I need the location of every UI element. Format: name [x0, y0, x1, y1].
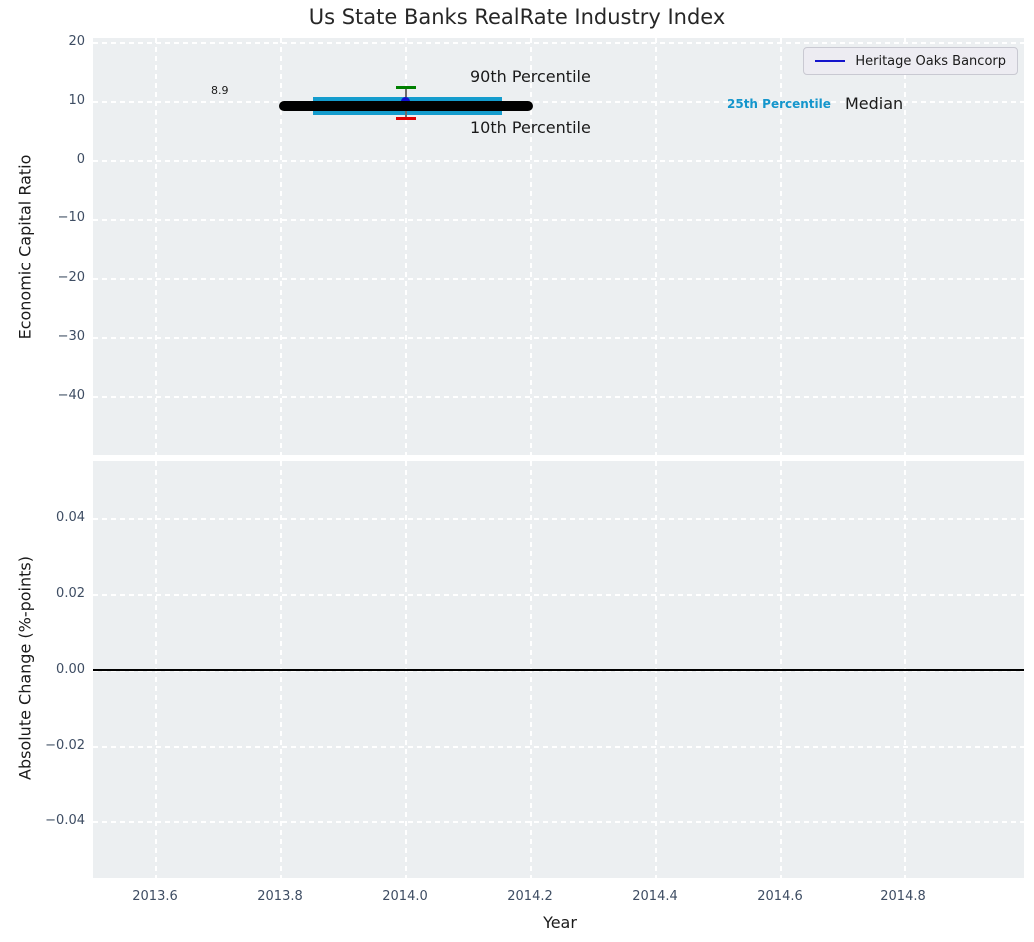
median-line — [279, 101, 533, 111]
ytick-bottom: 0.02 — [56, 586, 85, 601]
annotation-10th-percentile: 10th Percentile — [470, 118, 591, 137]
gridline — [93, 670, 1024, 672]
ytick-bottom: −0.02 — [45, 738, 85, 753]
ytick-top: 20 — [68, 34, 85, 49]
annotation-25th-percentile: 25th Percentile — [727, 97, 831, 111]
gridline — [93, 746, 1024, 748]
legend-box: Heritage Oaks Bancorp — [803, 47, 1018, 75]
ytick-bottom: 0.00 — [56, 662, 85, 677]
ytick-bottom: −0.04 — [45, 813, 85, 828]
gridline — [93, 101, 1024, 103]
xtick: 2014.0 — [382, 889, 428, 904]
gridline — [655, 38, 657, 455]
median-value-label: 8.9 — [211, 84, 229, 97]
gridline — [530, 38, 532, 455]
gridline — [93, 337, 1024, 339]
gridline — [904, 38, 906, 455]
xtick: 2013.8 — [257, 889, 303, 904]
gridline — [780, 38, 782, 455]
top-plot-area: 8.9 90th Percentile 10th Percentile 25th… — [93, 38, 1024, 455]
legend-label: Heritage Oaks Bancorp — [855, 53, 1006, 69]
ytick-top: 0 — [76, 152, 85, 167]
xtick: 2014.4 — [632, 889, 678, 904]
xtick: 2013.6 — [132, 889, 178, 904]
gridline — [405, 38, 407, 455]
gridline — [93, 518, 1024, 520]
xtick: 2014.8 — [880, 889, 926, 904]
gridline — [93, 821, 1024, 823]
ytick-bottom: 0.04 — [56, 510, 85, 525]
annotation-90th-percentile: 90th Percentile — [470, 67, 591, 86]
xtick: 2014.2 — [507, 889, 553, 904]
ytick-top: −20 — [57, 270, 85, 285]
errorbar-cap-90th — [396, 86, 416, 89]
chart-title: Us State Banks RealRate Industry Index — [308, 5, 726, 29]
gridline — [280, 38, 282, 455]
ytick-top: −40 — [57, 388, 85, 403]
gridline — [93, 278, 1024, 280]
ytick-top: −10 — [57, 210, 85, 225]
errorbar-cap-10th — [396, 117, 416, 120]
annotation-median: Median — [845, 94, 904, 113]
ytick-top: −30 — [57, 329, 85, 344]
gridline — [93, 160, 1024, 162]
ytick-top: 10 — [68, 93, 85, 108]
legend-line-sample — [815, 60, 846, 62]
x-axis-label: Year — [543, 913, 577, 932]
bottom-y-axis-label: Absolute Change (%-points) — [15, 556, 35, 780]
xtick: 2014.6 — [757, 889, 803, 904]
gridline — [93, 219, 1024, 221]
bottom-plot-area — [93, 461, 1024, 878]
gridline — [93, 396, 1024, 398]
gridline — [155, 38, 157, 455]
gridline — [93, 42, 1024, 44]
zero-reference-line — [93, 669, 1024, 671]
top-y-axis-label: Economic Capital Ratio — [15, 154, 35, 340]
gridline — [93, 594, 1024, 596]
